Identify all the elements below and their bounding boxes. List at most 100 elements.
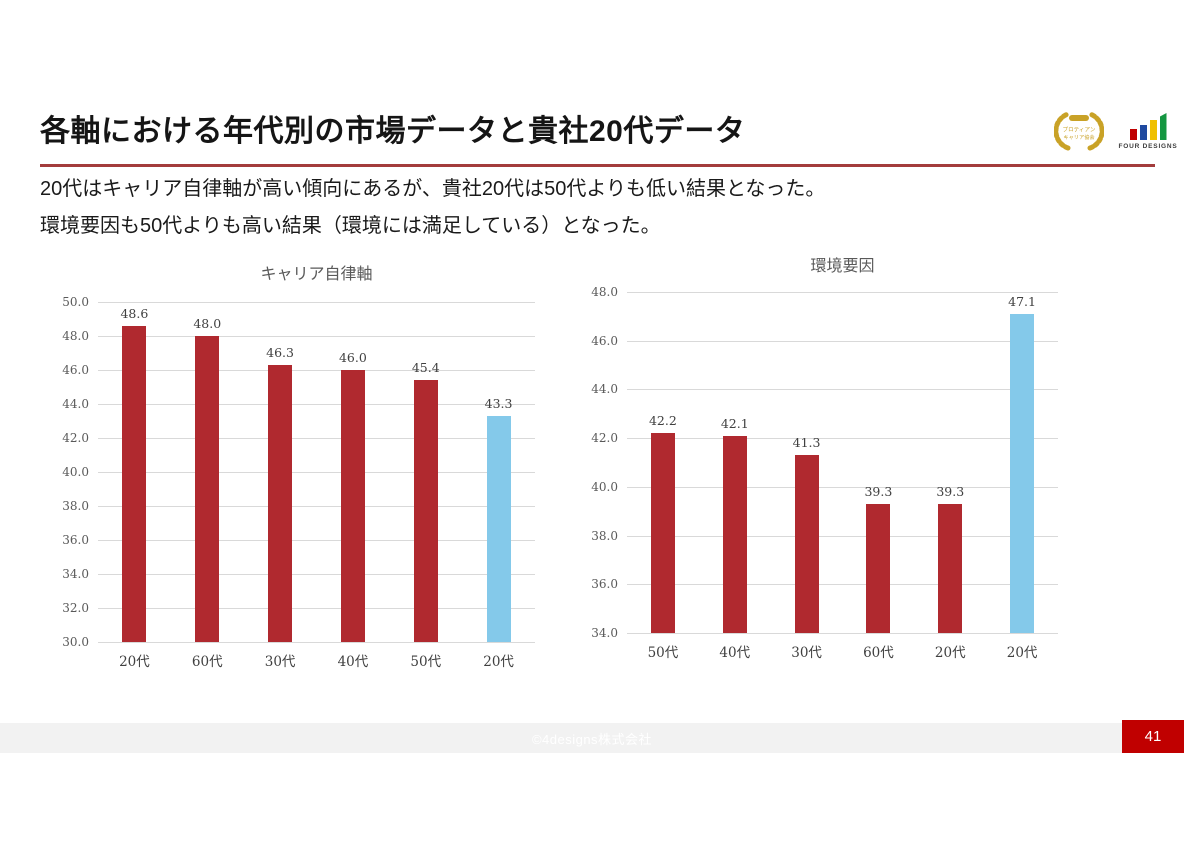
bar-60代 (195, 336, 220, 642)
y-axis-tick-label: 46.0 (591, 333, 618, 348)
y-axis-tick-label: 40.0 (62, 465, 89, 479)
four-designs-bars-icon (1129, 112, 1167, 140)
bar-50代 (413, 380, 438, 642)
y-axis-tick-label: 46.0 (62, 363, 89, 377)
footer-bar: ©4designs株式会社 (0, 723, 1184, 753)
x-axis-category-label: 20代 (483, 654, 514, 670)
bar-30代 (268, 364, 293, 642)
bar-30代 (794, 455, 819, 633)
y-axis-tick-label: 40.0 (591, 479, 618, 494)
x-axis-category-label: 60代 (191, 654, 223, 670)
gridline (98, 336, 535, 337)
bar-value-label: 43.3 (484, 395, 513, 411)
y-axis-tick-label: 48.0 (62, 329, 89, 343)
y-axis-tick-label: 42.0 (62, 431, 89, 445)
bar-40代 (722, 435, 747, 633)
four-designs-wordmark: FOUR DESIGNS (1118, 143, 1178, 150)
bar-value-label: 41.3 (792, 435, 821, 451)
logo-bar-green (1159, 113, 1167, 140)
lead-line-1: 20代はキャリア自律軸が高い傾向にあるが、貴社20代は50代よりも低い結果となっ… (40, 178, 826, 200)
bar-60代 (866, 503, 891, 633)
bar-20代 (122, 325, 147, 642)
y-axis-tick-label: 44.0 (62, 397, 89, 411)
gridline (627, 633, 1058, 634)
gridline (98, 438, 535, 439)
logo-bar-red (1129, 129, 1137, 140)
y-axis-tick-label: 38.0 (62, 499, 89, 513)
bar-value-label: 39.3 (864, 483, 893, 499)
bar-value-label: 46.0 (338, 350, 367, 365)
badge-text-line2: キャリア協会 (1063, 133, 1094, 141)
bar-20代 (1010, 313, 1035, 633)
bar-value-label: 46.3 (266, 344, 294, 360)
bar-value-label: 47.1 (1008, 293, 1036, 309)
bar-40代 (340, 370, 365, 642)
gridline (627, 438, 1058, 440)
y-axis-tick-label: 48.0 (591, 285, 618, 299)
laurel-right-branch-icon (1087, 111, 1104, 151)
gridline (98, 608, 535, 609)
y-axis-tick-label: 36.0 (62, 533, 89, 547)
y-axis-tick-label: 50.0 (62, 295, 89, 309)
y-axis-tick-label: 34.0 (591, 626, 618, 640)
y-axis-tick-label: 38.0 (591, 528, 618, 543)
page-number-badge: 41 (1122, 720, 1184, 753)
x-axis-category-label: 20代 (1006, 645, 1038, 661)
x-axis-category-label: 50代 (647, 645, 679, 661)
x-axis-category-label: 40代 (337, 654, 369, 670)
x-axis-category-label: 40代 (719, 645, 751, 661)
bar-value-label: 42.1 (720, 415, 749, 431)
bar-50代 (650, 433, 675, 633)
y-axis-tick-label: 42.0 (591, 431, 618, 446)
gridline (98, 472, 535, 473)
gridline (98, 302, 535, 303)
bar-value-label: 48.6 (120, 305, 149, 321)
protean-career-certification-badge-icon: プロティアン キャリア協会 (1054, 111, 1104, 151)
gridline (98, 574, 535, 575)
bar-value-label: 39.3 (936, 483, 965, 499)
gridline (627, 486, 1058, 488)
logo-bar-yellow (1149, 120, 1157, 140)
plot-area-career-autonomy: 50.0 48.0 46.0 44.0 42.0 40.0 38.0 36.0 34.0 32.0… (62, 295, 535, 670)
bar-20代 (486, 415, 511, 642)
x-axis-category-label: 30代 (791, 645, 822, 661)
plot-area-environment-factor: 48.0 46.0 44.0 42.0 40.0 38.0 36.0 34.0 42.2 50代 4… (591, 285, 1058, 661)
y-axis-tick-label: 44.0 (591, 382, 618, 397)
gridline (627, 535, 1058, 537)
chart-environment-factor: 環境要因 48.0 46.0 44.0 42.0 40.0 38.0 36.0 34.0 42.… (591, 256, 1058, 661)
y-axis-tick-label: 30.0 (62, 635, 89, 649)
bar-value-label: 45.4 (411, 360, 440, 376)
gridline (627, 292, 1058, 293)
gridline (98, 642, 535, 643)
gridline (98, 404, 535, 405)
logo-bar-blue (1139, 125, 1147, 140)
page-title: 各軸における年代別の市場データと貴社20代データ (40, 115, 746, 148)
title-underline (40, 164, 1155, 167)
chart-title-environment-factor: 環境要因 (810, 258, 875, 275)
y-axis-tick-label: 34.0 (62, 567, 89, 581)
badge-text-line1: プロティアン (1062, 127, 1095, 134)
laurel-left-branch-icon (1054, 111, 1071, 151)
gridline (627, 340, 1058, 342)
x-axis-category-label: 20代 (934, 645, 966, 661)
x-axis-category-label: 60代 (863, 645, 894, 661)
badge-ribbon (1069, 115, 1089, 121)
y-axis-tick-label: 36.0 (591, 577, 618, 592)
x-axis-category-label: 50代 (410, 654, 442, 670)
gridline (627, 389, 1058, 391)
four-designs-logo: FOUR DESIGNS (1112, 112, 1184, 150)
bar-value-label: 48.0 (193, 316, 222, 331)
gridline (98, 370, 535, 371)
gridline (98, 506, 535, 507)
lead-line-2: 環境要因も50代よりも高い結果（環境には満足している）となった。 (40, 215, 661, 237)
gridline (627, 584, 1058, 586)
bar-value-label: 42.2 (648, 413, 677, 429)
chart-title-career-autonomy: キャリア自律軸 (260, 266, 373, 283)
x-axis-category-label: 30代 (264, 654, 296, 670)
chart-career-autonomy: キャリア自律軸 50.0 48.0 46.0 44.0 42.0 40.0 38.0 36.0… (62, 264, 535, 670)
x-axis-category-label: 20代 (119, 654, 150, 670)
y-axis-tick-label: 32.0 (62, 601, 89, 615)
gridline (98, 540, 535, 541)
bar-20代 (938, 503, 963, 633)
